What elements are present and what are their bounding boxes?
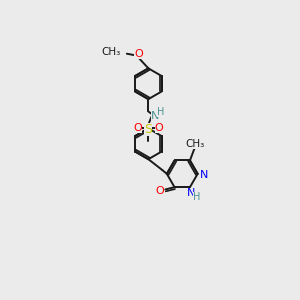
Text: CH₃: CH₃ <box>101 47 121 57</box>
Text: N: N <box>151 111 160 121</box>
Text: H: H <box>157 107 164 117</box>
Text: O: O <box>155 123 164 134</box>
Text: CH₃: CH₃ <box>186 139 205 148</box>
Text: O: O <box>155 186 164 196</box>
Text: H: H <box>193 192 201 202</box>
Text: O: O <box>133 123 142 134</box>
Text: N: N <box>187 188 196 198</box>
Text: N: N <box>200 170 208 180</box>
Text: O: O <box>134 49 143 59</box>
Text: S: S <box>144 123 152 136</box>
